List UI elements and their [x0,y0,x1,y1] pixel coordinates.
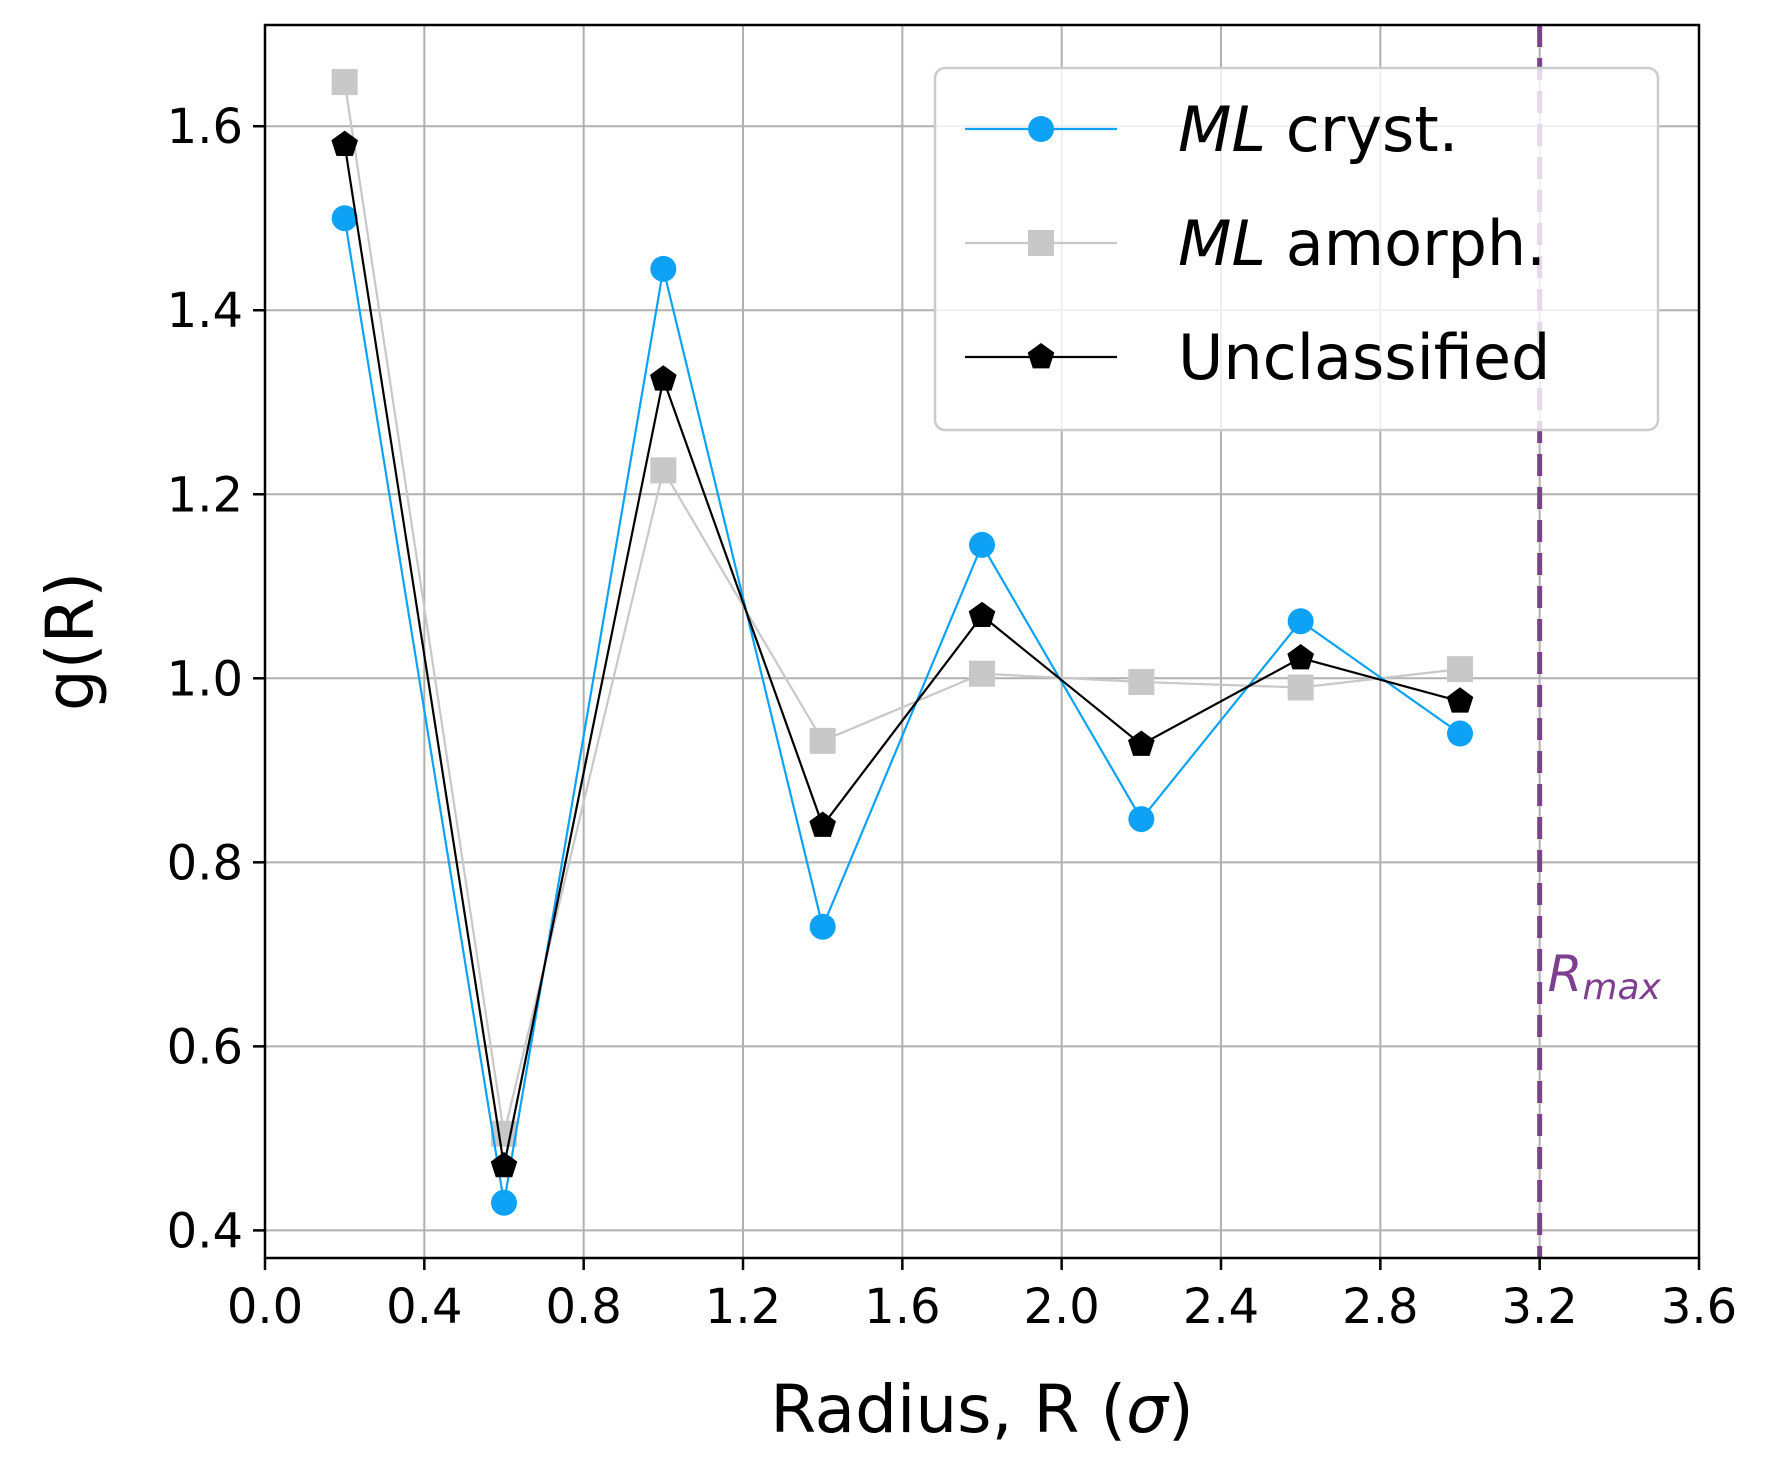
y-tick-label: 0.4 [167,1203,243,1259]
data-point [1128,806,1155,833]
data-point [809,727,836,754]
y-tick-label: 0.6 [167,1019,243,1075]
x-tick-label: 1.6 [864,1279,940,1335]
data-point [650,457,677,484]
data-point [490,1151,518,1178]
data-point [1287,674,1314,701]
y-tick-label: 1.6 [167,99,243,155]
x-tick-label: 2.4 [1183,1279,1259,1335]
y-tick-label: 1.4 [167,283,243,339]
series-unclassified [331,130,1474,1178]
legend-label: ML cryst. [1178,93,1458,166]
y-tick-label: 1.2 [167,467,243,523]
axis-ticks: 0.0 0.4 0.8 1.2 1.6 2.0 2.4 2.8 3.2 3.6 0.4 0.6 0.8 1… [167,99,1738,1335]
y-tick-label: 0.8 [167,835,243,891]
legend-marker [1027,343,1055,369]
series-ml-cryst [331,205,1473,1216]
data-point [331,130,358,156]
series-layer [331,69,1474,1216]
data-point [1128,730,1155,756]
x-tick-label: 0.4 [386,1279,462,1335]
data-point [1447,720,1473,747]
x-tick-label: 3.6 [1661,1279,1737,1335]
x-tick-label: 1.2 [705,1279,781,1335]
data-point [1287,608,1314,635]
data-point [969,660,995,687]
legend-label: Unclassified [1178,321,1550,394]
plot-frame [263,23,1701,1260]
x-tick-label: 3.2 [1501,1279,1577,1335]
data-point [650,255,677,282]
data-point [969,531,995,558]
y-tick-label: 1.0 [167,651,243,707]
x-tick-label: 2.0 [1023,1279,1099,1335]
series-ml-amorph [331,69,1473,1147]
x-tick-label: 0.0 [227,1279,303,1335]
data-point [491,1189,517,1216]
data-point [1128,668,1155,695]
legend-marker [1028,116,1054,142]
data-point [1447,656,1473,683]
x-axis-title: Radius, R (σ) [770,1371,1193,1448]
series-line [343,144,1461,1167]
data-point [809,811,836,837]
data-point [650,365,677,391]
data-point [1287,644,1314,670]
legend-box [933,66,1660,432]
legend-marker [1028,230,1054,256]
legend-label: ML amorph. [1178,207,1546,280]
data-point [331,205,358,232]
rmax-label: Rmax [1548,945,1662,1008]
data-point [331,69,358,96]
data-point [968,601,996,628]
data-point [1446,687,1474,713]
y-axis-title: g(R) [32,572,109,711]
series-line [343,81,1461,1135]
series-line [343,218,1461,1203]
legend: ML cryst. ML amorph. Unclassified [933,66,1660,432]
data-point [809,913,836,940]
x-tick-label: 2.8 [1342,1279,1418,1335]
x-tick-label: 0.8 [545,1279,621,1335]
